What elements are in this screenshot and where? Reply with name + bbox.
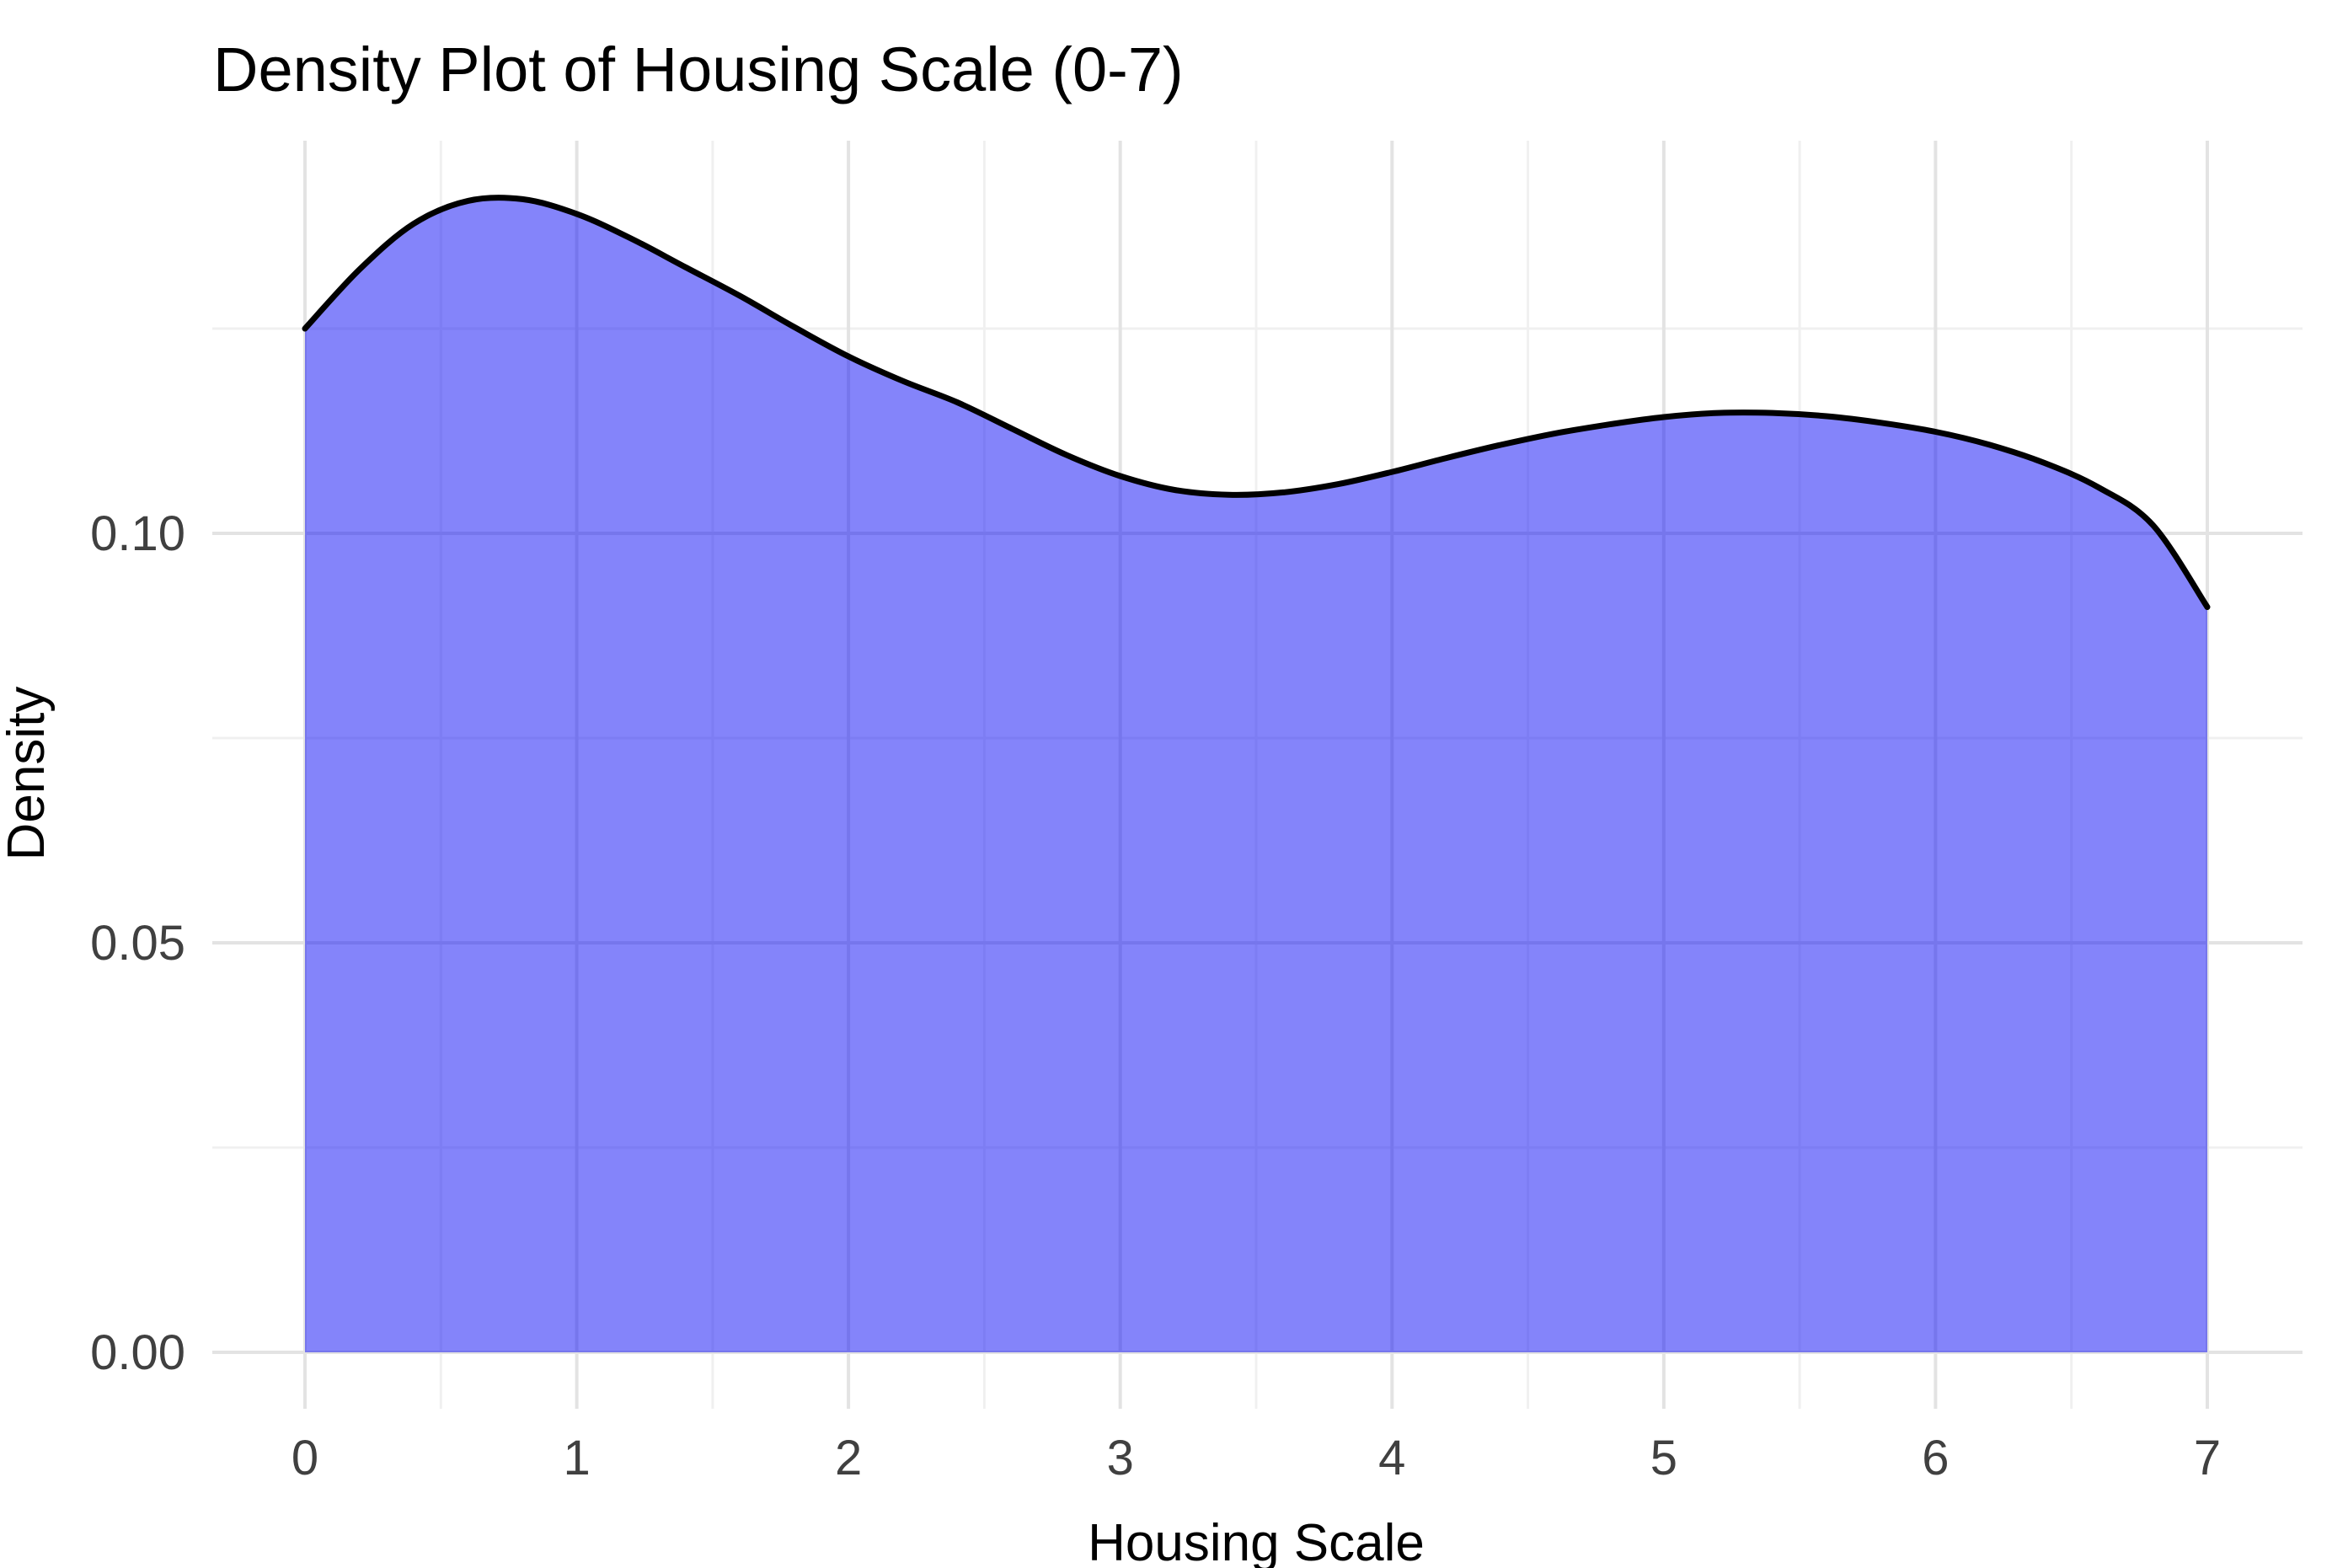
x-tick-label: 7 <box>2194 1431 2221 1485</box>
chart-title: Density Plot of Housing Scale (0-7) <box>213 35 1184 104</box>
y-tick-label: 0.05 <box>90 916 185 971</box>
x-axis-tick-labels: 0 1 2 3 4 5 6 7 <box>292 1431 2221 1485</box>
y-axis-tick-labels: 0.00 0.05 0.10 <box>90 506 185 1380</box>
x-tick-label: 2 <box>835 1431 862 1485</box>
y-axis-title: Density <box>0 687 56 861</box>
x-tick-label: 4 <box>1378 1431 1405 1485</box>
y-tick-label: 0.00 <box>90 1325 185 1380</box>
y-tick-label: 0.10 <box>90 506 185 561</box>
density-curve <box>302 195 2211 610</box>
density-area <box>305 197 2207 1353</box>
x-axis-title: Housing Scale <box>1088 1514 1425 1568</box>
x-tick-label: 5 <box>1650 1431 1677 1485</box>
x-tick-label: 1 <box>563 1431 590 1485</box>
x-tick-label: 0 <box>292 1431 318 1485</box>
x-tick-label: 6 <box>1922 1431 1949 1485</box>
x-tick-label: 3 <box>1107 1431 1134 1485</box>
